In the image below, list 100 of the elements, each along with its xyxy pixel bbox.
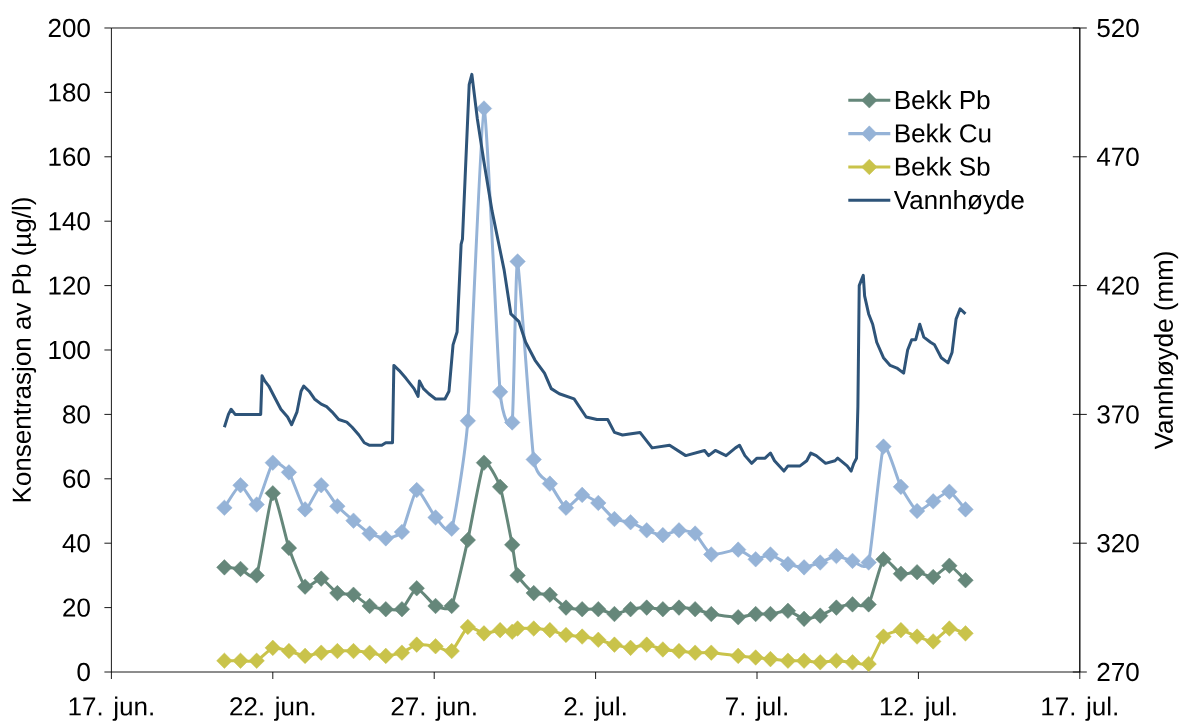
y-tick-label: 200 <box>48 18 90 38</box>
point <box>796 610 813 627</box>
point <box>892 622 909 639</box>
point <box>427 638 444 655</box>
point <box>264 485 281 502</box>
point <box>909 628 926 645</box>
point <box>909 564 926 581</box>
point <box>747 606 764 623</box>
point <box>860 554 877 571</box>
point <box>393 644 410 661</box>
point <box>828 599 845 616</box>
y2-tick-label: 470 <box>1096 147 1139 166</box>
y2-tick-label: 320 <box>1097 533 1139 553</box>
point <box>875 438 892 455</box>
point <box>377 601 394 618</box>
y-tick-label: 180 <box>49 83 90 102</box>
point <box>892 478 909 495</box>
legend-label: Bekk Pb <box>895 90 990 110</box>
point <box>408 636 425 653</box>
point <box>812 654 829 671</box>
point <box>377 530 394 547</box>
point <box>329 643 346 660</box>
point <box>925 493 942 510</box>
y-tick-label: 140 <box>49 211 90 231</box>
y2-tick-label: 270 <box>1097 662 1139 682</box>
point <box>459 412 476 429</box>
point <box>828 652 845 669</box>
point <box>329 498 346 515</box>
point <box>232 652 249 669</box>
y-tick-label: 20 <box>63 598 90 617</box>
point <box>329 585 346 602</box>
point <box>377 647 394 664</box>
point <box>459 531 476 549</box>
y-tick-label: 0 <box>77 662 90 682</box>
y-tick-label: 60 <box>63 469 90 488</box>
point <box>216 499 233 516</box>
point <box>345 643 362 660</box>
point <box>747 551 764 568</box>
point <box>812 554 829 571</box>
y-tick-label: 80 <box>63 405 90 424</box>
y2-tick-label: 520 <box>1097 18 1139 38</box>
point <box>232 477 249 494</box>
point <box>925 633 942 650</box>
point <box>313 477 330 494</box>
point <box>393 523 410 540</box>
point <box>313 570 330 587</box>
point <box>796 559 813 576</box>
point <box>779 652 796 669</box>
point <box>925 568 942 586</box>
point <box>264 454 281 471</box>
point <box>475 100 492 117</box>
point <box>844 552 861 569</box>
point <box>844 596 861 613</box>
point <box>762 606 779 623</box>
point <box>475 625 492 642</box>
x-tick-label: 12. jul. <box>880 696 956 721</box>
point <box>747 649 764 666</box>
x-tick-label: 27. jun. <box>391 696 476 721</box>
point <box>730 647 747 664</box>
x-tick-label: 17. jul. <box>1042 696 1117 721</box>
point <box>248 652 265 669</box>
point <box>941 557 958 574</box>
point <box>248 567 265 584</box>
point <box>828 548 845 565</box>
legend-label: Bekk Cu <box>895 123 991 143</box>
point <box>264 639 281 656</box>
point <box>361 525 378 542</box>
x-tick-label: 2. jul. <box>564 696 626 721</box>
point <box>361 644 378 661</box>
y-axis-title: Konsentrasjon av Pb (µg/l) <box>11 198 37 502</box>
point <box>443 520 460 537</box>
y2-tick-label: 420 <box>1096 276 1139 295</box>
point <box>844 654 861 671</box>
y2-axis-title: Vannhøyde (mm) <box>1153 252 1179 450</box>
point <box>909 502 926 520</box>
point <box>216 652 233 669</box>
y-tick-label: 100 <box>49 340 90 360</box>
point <box>280 540 297 557</box>
point <box>297 647 314 664</box>
point <box>941 483 958 500</box>
point <box>459 618 476 635</box>
point <box>875 628 892 645</box>
point <box>941 620 958 637</box>
x-tick-label: 17. jun. <box>69 696 153 721</box>
point <box>297 578 314 595</box>
point <box>393 601 410 618</box>
point <box>313 644 330 661</box>
point <box>762 651 779 668</box>
y-tick-label: 160 <box>49 147 90 166</box>
point <box>408 482 425 499</box>
point <box>297 501 314 518</box>
point <box>443 643 460 660</box>
point <box>504 536 521 553</box>
point <box>860 655 877 672</box>
point <box>812 607 829 624</box>
point <box>248 496 265 513</box>
point <box>345 586 362 603</box>
point <box>280 464 297 481</box>
point <box>875 551 892 568</box>
legend-label: Bekk Sb <box>895 156 990 176</box>
